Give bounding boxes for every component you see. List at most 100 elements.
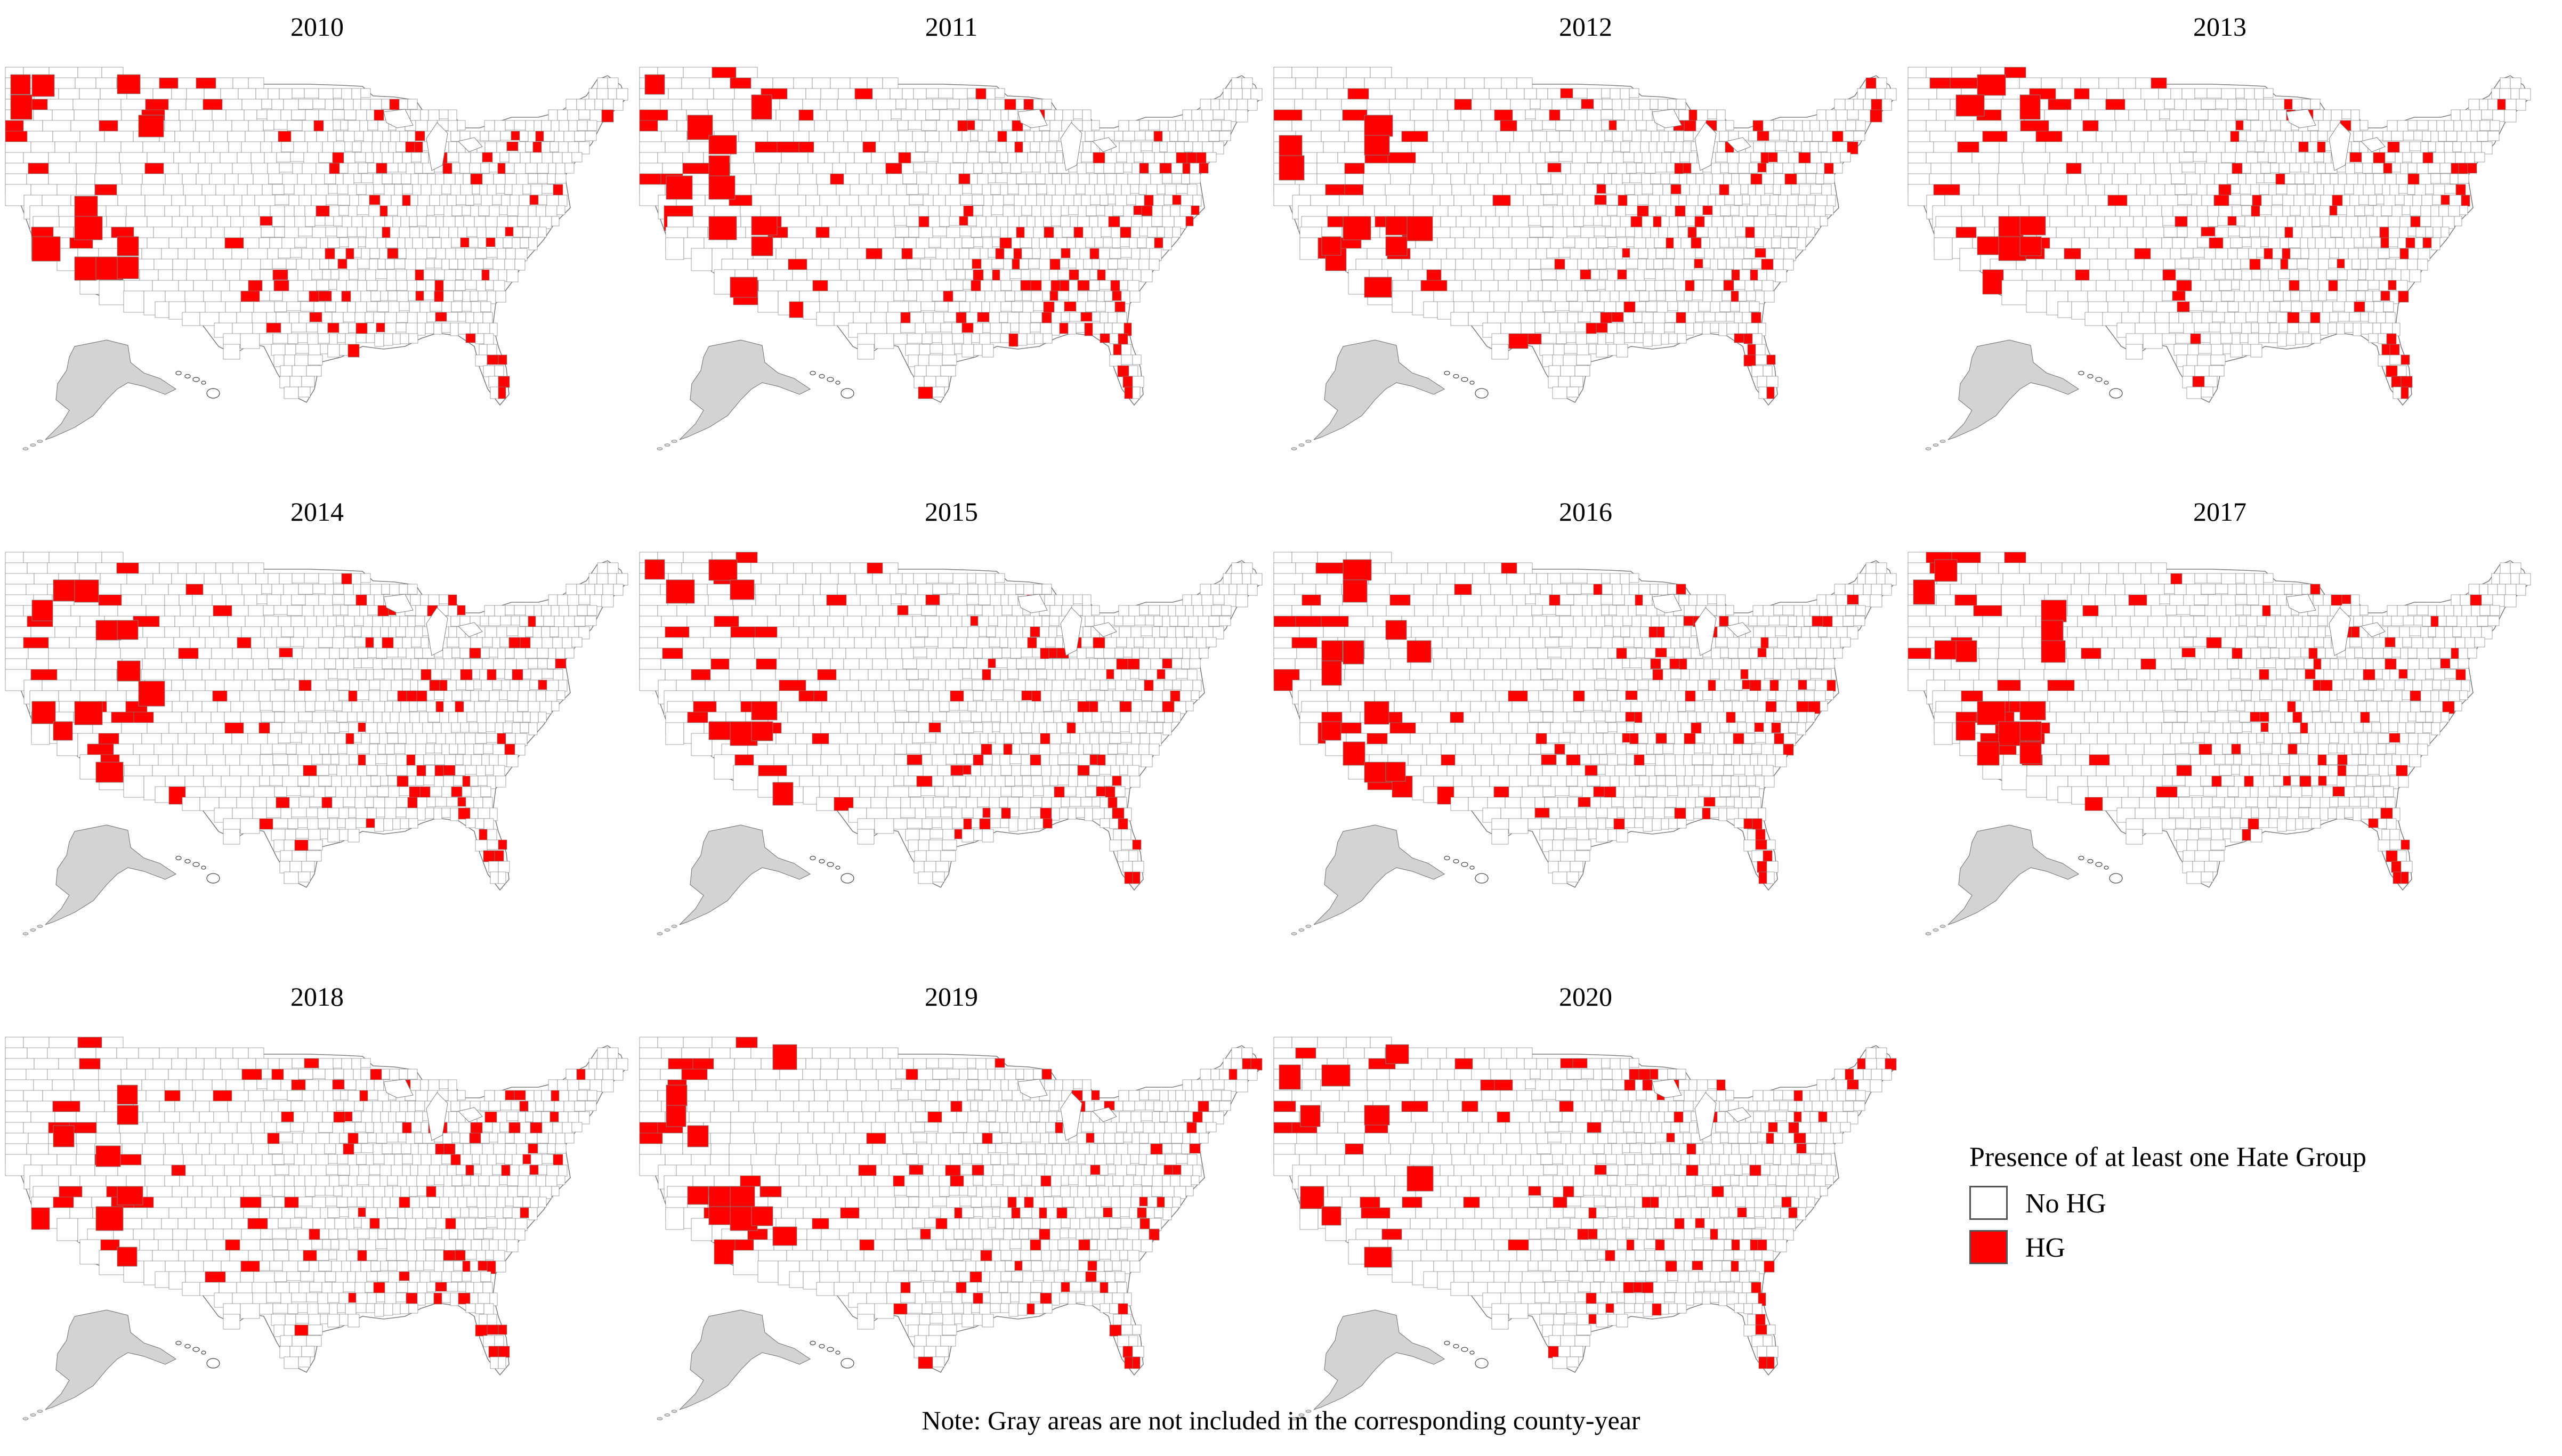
county — [1776, 216, 1787, 229]
county — [2378, 354, 2390, 367]
county — [1611, 312, 1624, 322]
county — [358, 237, 366, 247]
county — [444, 754, 456, 767]
county — [1126, 152, 1135, 165]
county — [2398, 184, 2408, 194]
county — [1804, 131, 1813, 142]
county — [1024, 131, 1035, 143]
county — [1677, 333, 1687, 344]
county — [410, 109, 421, 121]
county — [365, 312, 374, 323]
county — [1666, 205, 1676, 219]
county — [1051, 322, 1060, 336]
county — [2161, 205, 2173, 219]
county — [1732, 216, 1743, 229]
county — [2338, 248, 2349, 260]
county — [407, 99, 418, 110]
county — [537, 648, 549, 659]
county — [930, 344, 943, 354]
county — [2172, 290, 2186, 301]
county — [2291, 301, 2302, 314]
county — [487, 829, 497, 842]
county — [347, 163, 359, 174]
county — [1764, 290, 1775, 303]
county — [306, 850, 322, 862]
county — [974, 605, 983, 616]
county — [1596, 344, 1609, 358]
county — [2226, 120, 2236, 132]
county — [551, 701, 560, 711]
county — [304, 690, 317, 703]
county — [2241, 322, 2252, 334]
county — [982, 322, 991, 333]
county — [316, 669, 329, 682]
county — [2505, 99, 2517, 111]
county — [988, 173, 996, 183]
county — [918, 216, 930, 228]
county — [386, 163, 399, 173]
county — [339, 829, 349, 841]
county — [522, 669, 531, 680]
county — [321, 797, 333, 810]
county — [458, 152, 471, 164]
county — [1774, 248, 1784, 261]
county — [2346, 280, 2358, 291]
county — [488, 131, 501, 141]
county — [1113, 184, 1122, 197]
county — [255, 573, 269, 585]
county — [1219, 99, 1230, 111]
county — [2244, 216, 2255, 229]
county — [1796, 205, 1805, 217]
county — [384, 669, 395, 682]
county — [1034, 333, 1044, 344]
county — [1068, 258, 1077, 269]
county — [966, 312, 978, 325]
county — [1751, 258, 1762, 269]
alaska — [1947, 339, 2080, 440]
county — [1108, 195, 1116, 205]
county — [1809, 141, 1819, 153]
county — [2213, 195, 2229, 208]
county — [409, 216, 418, 227]
county — [328, 258, 338, 270]
county — [2270, 163, 2280, 173]
map-panel-2010: 2010 — [0, 11, 634, 469]
county — [2377, 216, 2389, 228]
county — [441, 786, 452, 798]
county — [1625, 184, 1635, 195]
county — [1208, 131, 1220, 142]
county — [545, 205, 557, 217]
county — [450, 131, 460, 142]
county — [1757, 205, 1768, 218]
county — [2456, 131, 2467, 142]
county — [1201, 109, 1214, 122]
county — [1769, 195, 1779, 208]
county — [1876, 77, 1887, 90]
county — [425, 743, 435, 754]
county — [2337, 205, 2347, 215]
county — [926, 163, 937, 175]
county-cells — [639, 552, 1263, 884]
county — [2332, 301, 2345, 312]
county — [379, 205, 388, 217]
county — [2218, 184, 2232, 197]
county — [386, 648, 399, 658]
county — [2407, 173, 2420, 185]
county — [1605, 227, 1617, 238]
county — [2200, 290, 2212, 302]
county — [1678, 195, 1687, 206]
county — [1202, 120, 1212, 132]
county — [1638, 248, 1648, 259]
county — [1177, 131, 1189, 142]
county — [1242, 573, 1251, 586]
county — [408, 333, 418, 344]
county — [2311, 333, 2321, 344]
county — [1651, 131, 1660, 142]
county — [313, 605, 324, 618]
county — [397, 775, 409, 787]
county — [301, 376, 315, 387]
county — [270, 690, 285, 703]
county — [2170, 163, 2183, 175]
county — [2233, 269, 2242, 280]
county — [537, 163, 549, 174]
